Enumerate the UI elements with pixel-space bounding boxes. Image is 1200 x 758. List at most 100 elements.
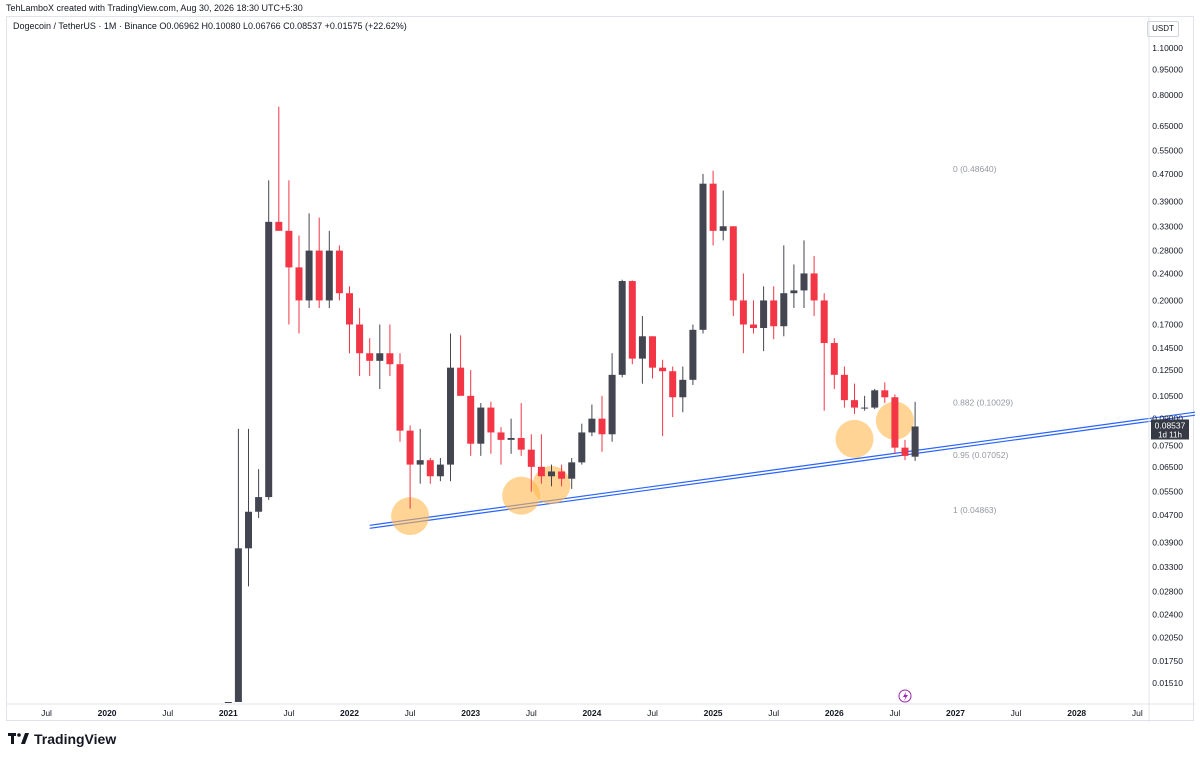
y-tick-label: 0.33000 bbox=[1152, 221, 1183, 231]
candle bbox=[265, 180, 273, 500]
candle bbox=[477, 403, 485, 456]
candle-body bbox=[770, 300, 778, 327]
candle-body bbox=[447, 367, 454, 465]
candle bbox=[224, 702, 232, 703]
x-tick-label: 2020 bbox=[98, 708, 117, 718]
candle bbox=[507, 418, 515, 454]
legend-low: L0.06766 bbox=[243, 21, 281, 31]
x-tick-label: Jul bbox=[405, 708, 416, 718]
candle-body bbox=[457, 367, 465, 396]
last-price-tag[interactable] bbox=[1151, 419, 1189, 440]
y-tick-label: 0.03900 bbox=[1152, 537, 1183, 547]
candle-body bbox=[568, 462, 576, 479]
y-tick-label: 0.01510 bbox=[1152, 678, 1183, 688]
candle-body bbox=[638, 336, 646, 359]
highlight-circle[interactable] bbox=[391, 497, 430, 536]
candle bbox=[517, 403, 525, 456]
x-tick-label: 2026 bbox=[825, 708, 844, 718]
candle-body bbox=[487, 407, 495, 433]
candle bbox=[255, 469, 263, 519]
y-tick-label: 0.01750 bbox=[1152, 656, 1183, 666]
candle-body bbox=[578, 432, 586, 463]
candle-body bbox=[265, 221, 273, 498]
candle-body bbox=[618, 281, 626, 375]
candle-body bbox=[275, 221, 283, 231]
candle-body bbox=[820, 300, 828, 344]
fib-level-label: 0.95 (0.07052) bbox=[953, 450, 1008, 460]
y-tick-label: 0.02050 bbox=[1152, 633, 1183, 643]
y-tick-label: 1.10000 bbox=[1152, 43, 1183, 53]
chart-canvas[interactable]: 0 (0.48640) 0.882 (0.10029) 0.95 (0.07052)… bbox=[7, 17, 1195, 722]
candle-body bbox=[719, 226, 727, 231]
candle-body bbox=[285, 230, 293, 268]
candle-body bbox=[851, 400, 858, 408]
candle-body bbox=[477, 407, 485, 444]
candle-body bbox=[507, 437, 515, 440]
candle bbox=[325, 230, 333, 309]
tradingview-logo[interactable]: TradingView bbox=[8, 731, 116, 747]
chart-panel[interactable]: 0 (0.48640) 0.882 (0.10029) 0.95 (0.07052)… bbox=[6, 16, 1195, 722]
candle bbox=[810, 255, 818, 317]
last-price-value: 0.08537 bbox=[1155, 420, 1186, 430]
candle-body bbox=[548, 471, 555, 477]
candle bbox=[699, 173, 707, 334]
x-tick-label: 2027 bbox=[946, 708, 965, 718]
candle bbox=[638, 316, 646, 384]
candle bbox=[780, 245, 788, 337]
candle-body bbox=[911, 426, 919, 457]
highlight-circle[interactable] bbox=[502, 476, 541, 515]
candle bbox=[416, 428, 424, 484]
symbol-legend: Dogecoin / TetherUS · 1M · Binance O0.06… bbox=[13, 21, 407, 31]
highlight-circle[interactable] bbox=[835, 419, 874, 458]
fib-level-label: 0 (0.48640) bbox=[953, 164, 997, 174]
candle bbox=[335, 245, 343, 301]
candle bbox=[366, 338, 374, 377]
candle bbox=[891, 394, 899, 454]
candle-body bbox=[830, 343, 838, 375]
candle-body bbox=[679, 379, 687, 398]
candle bbox=[598, 395, 606, 452]
candle bbox=[709, 170, 717, 246]
candle-body bbox=[790, 290, 798, 294]
candle bbox=[800, 240, 808, 309]
candle-body bbox=[760, 300, 768, 329]
candle bbox=[649, 336, 656, 379]
candle-body bbox=[608, 374, 616, 435]
candle bbox=[245, 428, 252, 587]
y-tick-label: 0.06500 bbox=[1152, 462, 1183, 472]
candle bbox=[729, 226, 737, 317]
candle-body bbox=[426, 460, 434, 477]
candle bbox=[356, 308, 364, 377]
fib-level-label: 0.882 (0.10029) bbox=[953, 398, 1013, 408]
candle bbox=[760, 286, 768, 352]
candle bbox=[467, 370, 475, 456]
candle bbox=[568, 458, 576, 489]
candle-body bbox=[659, 367, 667, 372]
y-tick-label: 0.14500 bbox=[1152, 343, 1183, 353]
candle-body bbox=[467, 395, 475, 444]
candle bbox=[275, 106, 283, 231]
candle bbox=[548, 464, 555, 487]
y-tick-label: 0.10500 bbox=[1152, 391, 1183, 401]
candle-body bbox=[406, 430, 414, 465]
candle-body bbox=[517, 437, 525, 450]
candle bbox=[315, 217, 323, 309]
candle bbox=[426, 458, 434, 484]
candle-body bbox=[305, 250, 313, 301]
x-tick-label: 2024 bbox=[582, 708, 601, 718]
x-tick-label: 2025 bbox=[704, 708, 723, 718]
currency-button[interactable]: USDT bbox=[1147, 21, 1179, 37]
last-price-countdown: 1d 11h bbox=[1158, 430, 1182, 439]
x-tick-label: Jul bbox=[768, 708, 779, 718]
candle-body bbox=[901, 447, 909, 456]
x-tick-label: Jul bbox=[889, 708, 900, 718]
candle-body bbox=[527, 449, 535, 467]
candle-body bbox=[729, 226, 737, 301]
y-tick-label: 0.95000 bbox=[1152, 65, 1183, 75]
x-tick-label: Jul bbox=[1132, 708, 1143, 718]
candle bbox=[851, 383, 858, 414]
candle-body bbox=[649, 336, 656, 368]
tradingview-logo-icon bbox=[8, 733, 29, 744]
candle bbox=[436, 458, 444, 482]
lightning-icon[interactable] bbox=[898, 689, 912, 703]
